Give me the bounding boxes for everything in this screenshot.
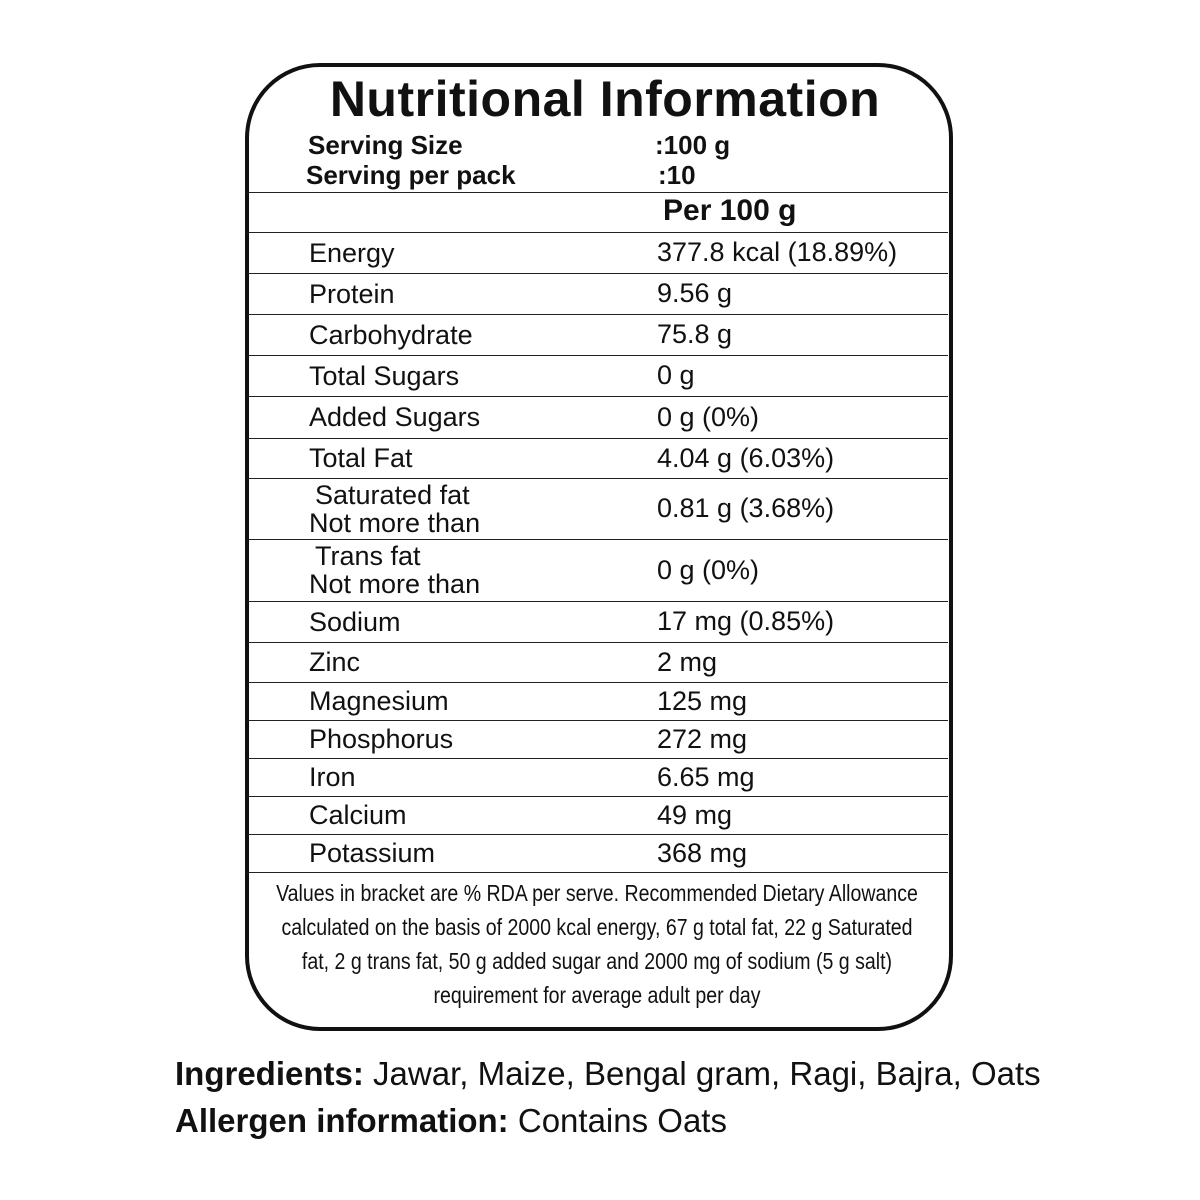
column-header: Per 100 g [663,194,797,227]
nutrient-row: Carbohydrate 75.8 g [247,314,947,355]
nutrient-name: Protein [309,278,395,309]
nutrient-name: Potassium [309,838,436,868]
nutrient-row: Zinc 2 mg [247,642,947,682]
nutrient-row: Trans fat Not more than 0 g (0%) [247,539,947,601]
allergen-label: Allergen information: [175,1102,509,1139]
rule [247,872,948,873]
nutrient-name-cell: Carbohydrate [309,321,473,349]
nutrient-name-cell: Energy [309,239,395,267]
nutrient-value: 0 g (0%) [657,401,760,432]
nutrient-name: Carbohydrate [309,319,473,350]
rule [247,834,948,835]
nutrient-name: Total Fat [309,443,413,473]
rule [247,796,948,797]
nutrient-name: Calcium [309,800,407,830]
rule [247,720,948,721]
nutrient-row: Protein 9.56 g [247,273,947,314]
nutrient-name: Iron [309,762,356,792]
nutrient-row: Iron 6.65 mg [247,758,947,796]
footnote-line: fat, 2 g trans fat, 50 g added sugar and… [301,948,893,974]
nutrient-name-cell: Sodium [309,608,401,636]
serving-label: Serving per pack [306,160,516,190]
nutrient-row: Sodium 17 mg (0.85%) [247,601,947,642]
rule [247,192,948,193]
nutrient-name-cell: Phosphorus [309,725,453,753]
nutrient-value: 0 g (0%) [657,554,760,585]
rule [247,355,948,356]
ingredients-label: Ingredients: [175,1055,364,1092]
nutrient-row: Total Fat 4.04 g (6.03%) [247,438,947,478]
nutrient-name-cell: Total Fat [309,444,413,472]
nutrient-value: 6.65 mg [657,761,755,792]
nutrient-value: 75.8 g [657,319,733,349]
nutrient-value: 2 mg [657,646,718,677]
nutrient-name: Phosphorus [309,724,454,754]
nutrient-value: 9.56 g [657,278,733,308]
nutrient-name: Saturated fat [315,479,470,510]
nutrient-name: Trans fat [315,541,421,571]
allergen-text: Contains Oats [517,1102,727,1139]
nutrient-name-cell: Saturated fat Not more than [309,481,480,537]
nutrient-value: 377.8 kcal (18.89%) [657,237,898,267]
rule [247,758,948,759]
nutrient-qualifier: Not more than [309,507,481,538]
rule [247,601,948,602]
rule [247,273,948,274]
nutrient-value: 125 mg [657,685,748,716]
nutrient-row: Energy 377.8 kcal (18.89%) [247,232,947,273]
nutrient-value: 17 mg (0.85%) [657,606,835,636]
nutrient-qualifier: Not more than [309,569,481,599]
nutrient-name-cell: Total Sugars [309,362,459,390]
nutrient-row: Total Sugars 0 g [247,355,947,396]
nutrient-name: Added Sugars [309,402,481,432]
rule [247,539,948,540]
nutrient-value: 368 mg [657,837,748,868]
nutrient-name-cell: Iron [309,763,356,791]
nutrient-name-cell: Trans fat Not more than [309,542,480,598]
nutrient-value: 4.04 g (6.03%) [657,442,835,473]
nutrient-name: Zinc [309,647,361,677]
ingredients: Ingredients: Jawar, Maize, Bengal gram, … [175,1055,1041,1093]
title: Nutritional Information [329,71,881,127]
nutrient-name-cell: Added Sugars [309,403,480,431]
nutrient-row: Saturated fat Not more than 0.81 g (3.68%) [247,478,947,539]
nutrient-value: 0.81 g (3.68%) [657,493,835,523]
nutrient-name-cell: Magnesium [309,687,449,715]
nutrient-row: Magnesium 125 mg [247,682,947,720]
nutrient-row: Potassium 368 mg [247,834,947,872]
footnote-line: requirement for average adult per day [433,982,761,1008]
nutrient-name: Energy [309,237,395,268]
allergen: Allergen information: Contains Oats [175,1102,727,1140]
nutrient-value: 0 g [657,360,695,390]
nutrient-name-cell: Calcium [309,801,407,829]
nutrient-name: Sodium [309,606,401,637]
rule [247,438,948,439]
nutrient-name: Magnesium [309,686,449,716]
nutrient-name-cell: Zinc [309,648,360,676]
nutrient-name: Total Sugars [309,360,460,391]
serving-value: :10 [658,160,696,190]
rule [247,232,948,233]
nutrient-value: 272 mg [657,723,748,754]
nutrient-name-cell: Potassium [309,839,435,867]
nutrient-name-cell: Protein [309,280,395,308]
nutrient-row: Phosphorus 272 mg [247,720,947,758]
rule [247,682,948,683]
footnote-line: calculated on the basis of 2000 kcal ene… [281,914,913,940]
footnote-line: Values in bracket are % RDA per serve. R… [276,880,918,906]
rule [247,314,948,315]
ingredients-text: Jawar, Maize, Bengal gram, Ragi, Bajra, … [373,1055,1041,1092]
serving-value: :100 g [655,130,731,160]
nutrient-value: 49 mg [657,799,733,830]
nutrient-row: Added Sugars 0 g (0%) [247,396,947,438]
rule [247,478,948,479]
rule [247,396,948,397]
nutrient-row: Calcium 49 mg [247,796,947,834]
serving-label: Serving Size [308,130,463,160]
rule [247,642,948,643]
label-border [245,63,953,1031]
